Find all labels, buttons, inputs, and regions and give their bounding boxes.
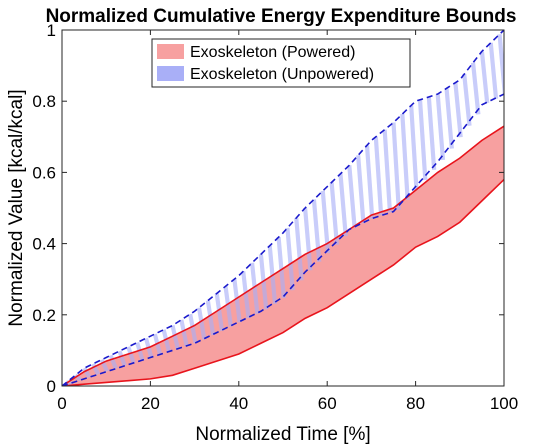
unpowered-hatch-stroke xyxy=(329,182,340,245)
unpowered-hatch-stroke xyxy=(276,237,286,299)
x-tick-label: 80 xyxy=(406,394,425,413)
plot-area xyxy=(62,30,504,386)
unpowered-hatch-stroke xyxy=(232,278,242,323)
y-tick-label: 1 xyxy=(47,21,56,40)
unpowered-hatch-stroke xyxy=(470,62,481,115)
unpowered-hatch-stroke xyxy=(453,82,463,138)
unpowered-hatch-stroke xyxy=(426,96,437,171)
y-tick-label: 0.4 xyxy=(32,235,56,254)
legend: Exoskeleton (Powered) Exoskeleton (Unpow… xyxy=(151,38,411,88)
y-tick-label: 0.2 xyxy=(32,306,56,325)
unpowered-hatch-stroke xyxy=(179,319,189,347)
unpowered-hatch-stroke xyxy=(91,362,101,376)
unpowered-hatch-stroke xyxy=(356,155,366,224)
unpowered-hatch-stroke xyxy=(99,358,109,373)
unpowered-hatch-stroke xyxy=(488,42,499,99)
legend-label-unpowered: Exoskeleton (Unpowered) xyxy=(190,66,374,83)
unpowered-hatch-stroke xyxy=(241,271,251,319)
unpowered-hatch-stroke xyxy=(479,51,490,104)
y-tick-label: 0.8 xyxy=(32,92,56,111)
x-axis-label: Normalized Time [%] xyxy=(195,424,370,445)
unpowered-hatch-stroke xyxy=(249,262,260,314)
x-tick-label: 0 xyxy=(57,394,66,413)
unpowered-hatch-stroke xyxy=(497,34,504,95)
legend-swatch-powered xyxy=(157,44,184,59)
unpowered-hatch-stroke xyxy=(170,325,180,350)
unpowered-hatch-stroke xyxy=(205,300,216,336)
x-tick-label: 40 xyxy=(229,394,248,413)
unpowered-hatch-stroke xyxy=(435,93,446,161)
chart-title: Normalized Cumulative Energy Expenditure… xyxy=(46,6,517,27)
unpowered-hatch-stroke xyxy=(214,293,225,332)
unpowered-hatch-stroke xyxy=(223,286,233,327)
unpowered-hatch-stroke xyxy=(82,367,92,379)
x-tick-label: 20 xyxy=(141,394,160,413)
powered-lower-line xyxy=(62,178,504,386)
unpowered-hatch-stroke xyxy=(126,346,136,364)
legend-box xyxy=(151,38,411,88)
plot-frame xyxy=(61,29,505,387)
unpowered-hatch-stroke xyxy=(409,105,419,190)
unpowered-upper-line xyxy=(62,30,504,386)
unpowered-hatch-stroke xyxy=(462,73,472,126)
unpowered-hatch-stroke xyxy=(382,129,393,213)
unpowered-hatch-stroke xyxy=(161,329,172,352)
unpowered-hatch-stroke xyxy=(108,354,118,370)
x-tick-label: 60 xyxy=(318,394,337,413)
unpowered-hatch-stroke xyxy=(391,122,401,210)
unpowered-hatch-stroke xyxy=(373,136,384,216)
legend-swatch-unpowered xyxy=(157,66,184,81)
y-axis-label: Normalized Value [kcal/kcal] xyxy=(6,89,27,326)
powered-upper-line xyxy=(62,125,504,386)
x-tick-label: 100 xyxy=(490,394,518,413)
y-tick-label: 0 xyxy=(47,377,56,396)
unpowered-hatch-stroke xyxy=(364,145,375,220)
unpowered-hatch-stroke xyxy=(311,199,322,262)
unpowered-hatch-stroke xyxy=(285,227,295,291)
unpowered-hatch-group xyxy=(66,34,504,385)
legend-label-powered: Exoskeleton (Powered) xyxy=(190,44,355,61)
unpowered-hatch-stroke xyxy=(188,313,198,344)
unpowered-lower-line xyxy=(62,93,504,386)
y-tick-label: 0.6 xyxy=(32,163,56,182)
unpowered-hatch-stroke xyxy=(135,341,145,361)
axes: 0 20 40 60 80 100 0 0.2 0.4 0.6 0.8 1 xyxy=(32,21,518,413)
unpowered-hatch-stroke xyxy=(444,88,454,149)
unpowered-hatch-stroke xyxy=(347,165,357,228)
unpowered-hatch-stroke xyxy=(294,217,304,281)
unpowered-hatch-stroke xyxy=(338,173,348,237)
unpowered-hatch-stroke xyxy=(303,207,313,271)
unpowered-hatch-stroke xyxy=(417,99,428,181)
unpowered-hatch-stroke xyxy=(117,350,127,367)
unpowered-hatch-stroke xyxy=(400,113,410,200)
unpowered-hatch-stroke xyxy=(196,307,207,340)
